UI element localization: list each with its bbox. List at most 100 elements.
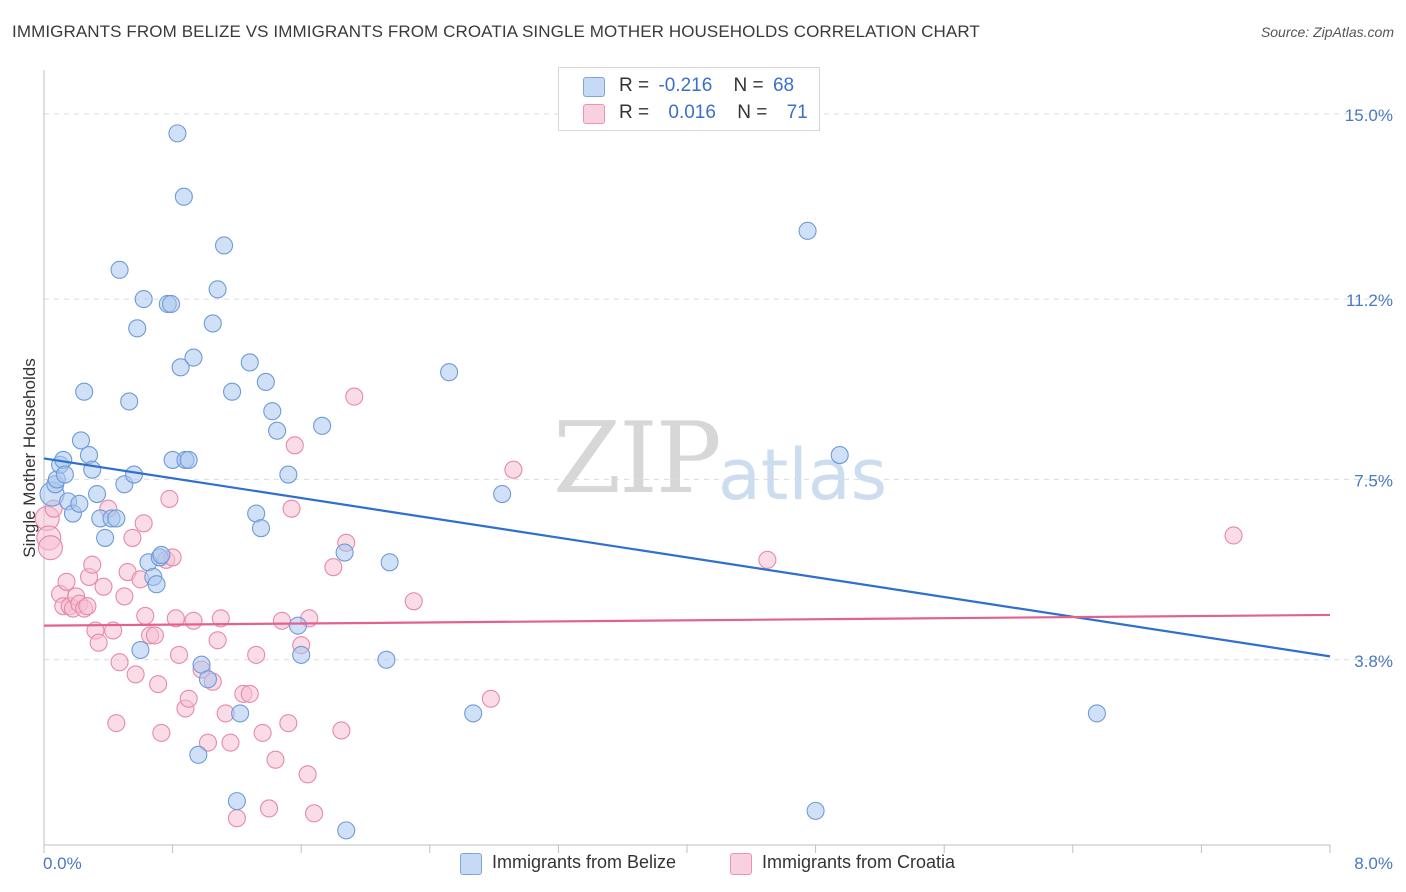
legend-n-label: N = [733, 75, 764, 96]
point-croatia [253, 723, 272, 742]
watermark-zip: ZIP [553, 402, 722, 516]
point-belize [75, 382, 94, 401]
point-croatia [169, 645, 189, 664]
y-tick-label: 11.2% [1346, 291, 1393, 310]
point-belize [171, 358, 190, 377]
point-belize [208, 280, 227, 299]
point-belize [131, 640, 150, 660]
point-belize [464, 704, 483, 723]
point-croatia [481, 689, 500, 708]
point-croatia [145, 626, 164, 645]
point-croatia [94, 577, 113, 596]
point-croatia [1224, 526, 1243, 545]
point-belize [292, 645, 311, 664]
point-croatia [298, 765, 317, 784]
point-croatia [272, 611, 291, 630]
point-belize [71, 431, 91, 450]
axis-labels: 3.8% 7.5% 11.2% 15.0% 0.0% 8.0% Single Mother … [20, 106, 1393, 873]
point-croatia [211, 609, 230, 628]
point-belize [263, 402, 282, 421]
point-croatia [279, 714, 298, 733]
point-belize [203, 314, 222, 333]
point-belize [87, 485, 107, 504]
point-belize [440, 363, 459, 382]
point-croatia [134, 514, 153, 533]
point-belize [174, 187, 193, 206]
point-belize [335, 543, 354, 562]
point-croatia [227, 809, 246, 828]
point-croatia [305, 804, 324, 823]
point-croatia [37, 535, 63, 561]
point-belize [110, 260, 129, 279]
point-croatia [247, 645, 266, 664]
point-croatia [758, 550, 777, 569]
point-belize [268, 421, 287, 440]
point-belize [96, 528, 115, 547]
point-belize [806, 801, 825, 820]
point-croatia [332, 721, 351, 740]
point-belize [337, 821, 356, 840]
point-belize [120, 392, 139, 411]
gridlines [44, 113, 1395, 661]
point-croatia [57, 572, 76, 591]
point-belize [214, 236, 234, 255]
legend-swatch-croatia [583, 104, 605, 124]
axes [43, 70, 1331, 853]
point-croatia [152, 723, 171, 742]
point-belize [189, 745, 208, 764]
point-croatia [282, 499, 301, 518]
point-croatia [149, 675, 168, 694]
point-belize [79, 446, 99, 465]
point-belize [223, 382, 242, 401]
point-croatia [240, 684, 259, 703]
chart-title: IMMIGRANTS FROM BELIZE VS IMMIGRANTS FRO… [12, 22, 980, 41]
point-croatia [104, 621, 123, 640]
point-croatia [107, 714, 126, 733]
point-belize [377, 650, 396, 669]
source-label: Source: ZipAtlas.com [1260, 24, 1394, 40]
point-belize [152, 545, 171, 565]
trend-lines [43, 457, 1331, 658]
point-belize [184, 348, 203, 367]
legend-r-value-croatia: 0.016 [668, 102, 716, 123]
point-belize [147, 575, 166, 594]
y-tick-label: 7.5% [1354, 471, 1393, 490]
legend-n-value-croatia: 71 [786, 102, 808, 123]
point-croatia [89, 633, 108, 652]
point-croatia [123, 528, 142, 547]
point-belize [134, 290, 153, 309]
point-croatia [179, 689, 198, 708]
point-croatia [166, 609, 185, 628]
legend-r-label: R = [619, 102, 650, 123]
point-croatia [285, 436, 304, 455]
legend-n-value-belize: 68 [772, 75, 795, 96]
point-belize [1087, 704, 1106, 723]
legend-r-label: R = [619, 75, 650, 96]
point-croatia [126, 665, 145, 684]
point-croatia [266, 750, 285, 769]
bottom-legend-label-belize: Immigrants from Belize [492, 852, 677, 872]
legend-n-label: N = [737, 102, 768, 123]
point-belize [256, 372, 275, 391]
y-axis-label: Single Mother Households [20, 358, 39, 557]
data-points [34, 124, 1243, 840]
point-belize [124, 465, 144, 484]
point-croatia [110, 653, 129, 672]
point-croatia [345, 387, 364, 406]
point-belize [70, 494, 89, 513]
point-croatia [221, 733, 240, 752]
point-belize [240, 353, 259, 372]
point-croatia [208, 631, 227, 650]
point-belize [161, 294, 181, 314]
point-belize [251, 519, 271, 538]
point-belize [830, 446, 849, 465]
x-tick-label-min: 0.0% [43, 854, 82, 873]
watermark-atlas: atlas [718, 434, 888, 516]
point-croatia [259, 799, 279, 818]
point-belize [231, 704, 250, 723]
point-belize [227, 792, 246, 811]
point-croatia [136, 606, 155, 625]
point-croatia [184, 611, 203, 630]
trend-line-croatia [43, 613, 1331, 627]
bottom-legend-swatch-belize [460, 853, 482, 875]
